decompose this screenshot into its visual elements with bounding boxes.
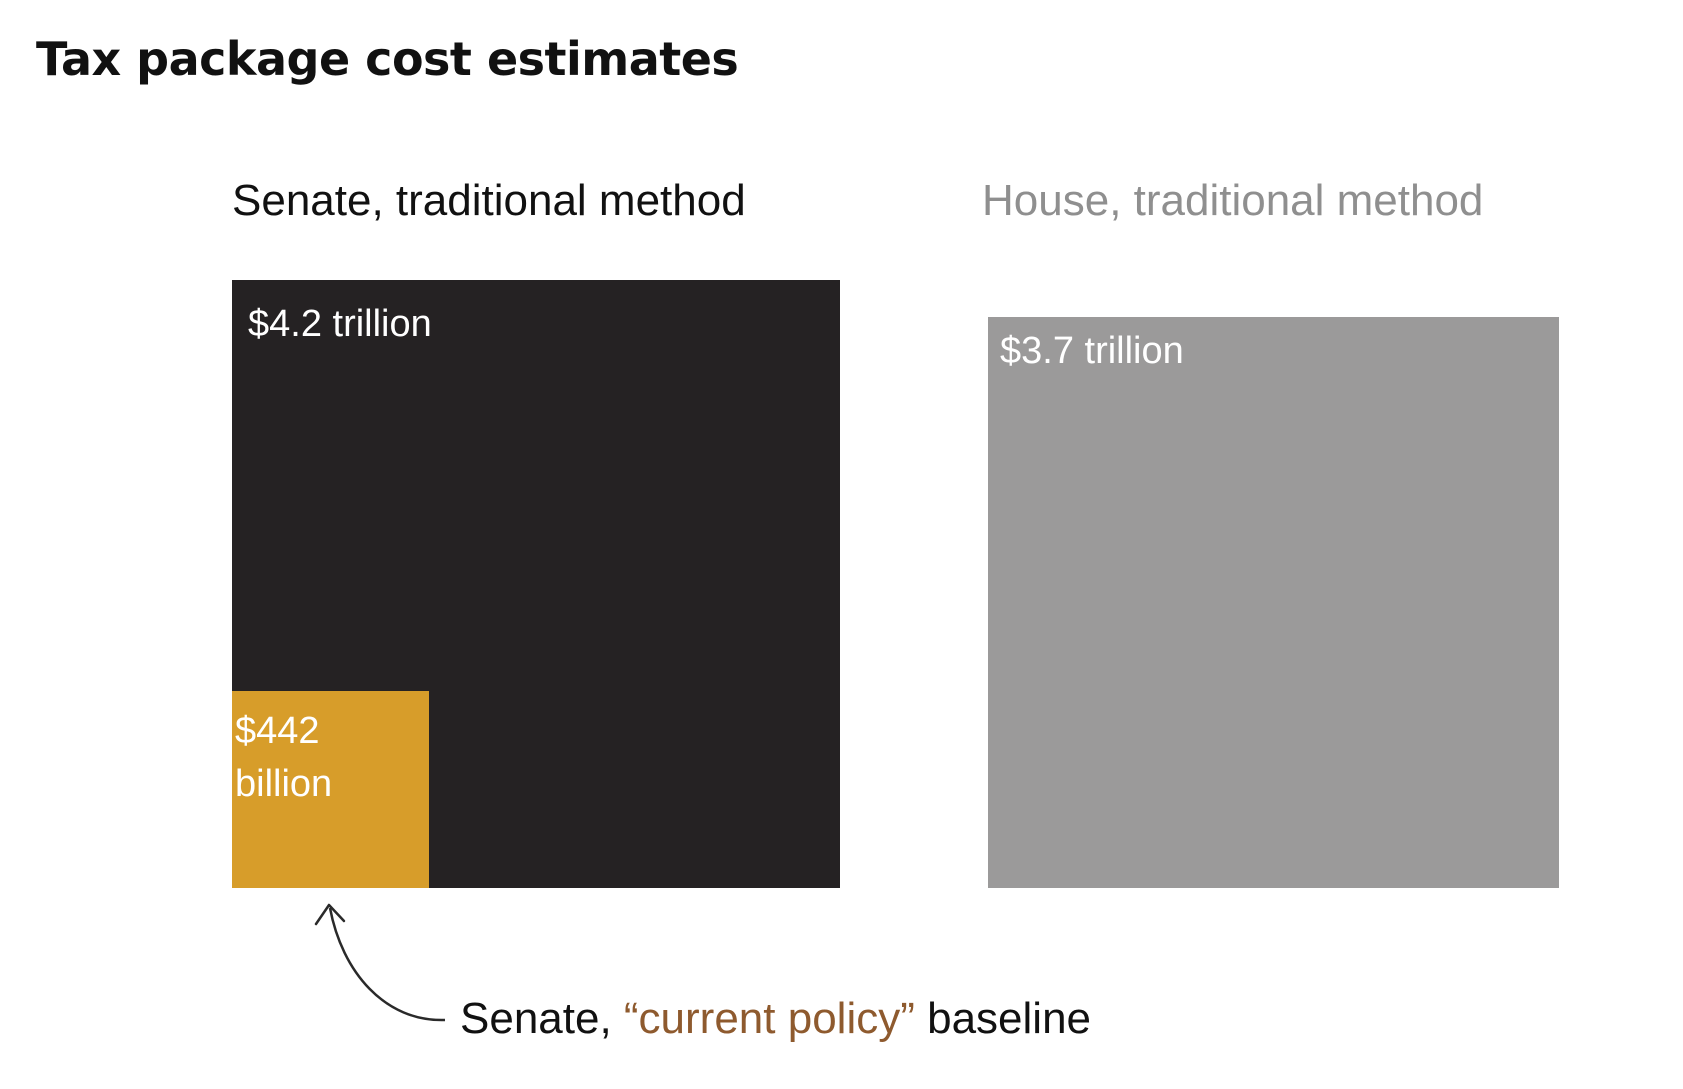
annotation-arrow-head bbox=[314, 903, 346, 926]
senate-current-policy-value-label: $442 billion bbox=[235, 705, 332, 811]
senate-current-policy-square bbox=[232, 690, 430, 888]
senate-traditional-value-label: $4.2 trillion bbox=[248, 303, 432, 345]
house-traditional-value-label: $3.7 trillion bbox=[1000, 330, 1184, 373]
annotation-arrow-curve bbox=[328, 907, 446, 1022]
annotation-prefix: Senate, bbox=[460, 994, 624, 1043]
house-traditional-heading: House, traditional method bbox=[982, 176, 1484, 225]
annotation-suffix: baseline bbox=[914, 994, 1092, 1043]
chart-title: Tax package cost estimates bbox=[36, 32, 739, 86]
current-policy-value-line2: billion bbox=[235, 762, 333, 805]
annotation-highlight: “current policy” bbox=[623, 994, 915, 1043]
senate-traditional-heading: Senate, traditional method bbox=[232, 176, 746, 225]
current-policy-value-line1: $442 bbox=[235, 709, 320, 752]
current-policy-annotation: Senate, “current policy” baseline bbox=[460, 994, 1091, 1044]
house-traditional-square bbox=[988, 317, 1559, 888]
